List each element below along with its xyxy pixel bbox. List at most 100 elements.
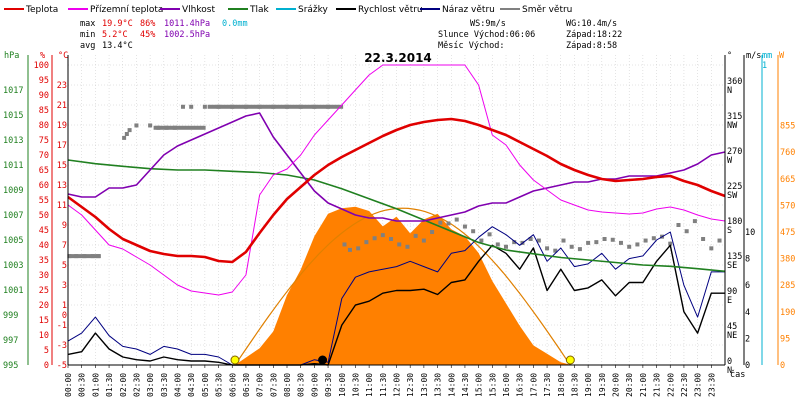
wind-direction-point (148, 123, 153, 128)
wind-direction-point (651, 236, 656, 241)
pressure-tick: 1001 (3, 286, 23, 296)
unit-ms: m/s (746, 51, 761, 61)
direction-tick-label: SW (727, 191, 738, 201)
wind-direction-point (462, 224, 467, 229)
humidity-tick: 10 (39, 331, 49, 341)
stats-max-press: 1011.4hPa (164, 19, 210, 29)
wind-direction-point (610, 237, 615, 242)
direction-tick-label: NE (727, 331, 737, 341)
stats-min-hum: 45% (140, 30, 155, 40)
pressure-tick: 1007 (3, 211, 23, 221)
legend-tlak: Tlak (249, 5, 270, 15)
wind-direction-point (561, 238, 566, 243)
x-tick-label: 21:30 (653, 373, 662, 397)
direction-tick-label: N (727, 86, 732, 96)
x-tick-label: 23:30 (707, 373, 716, 397)
wind-direction-point (676, 223, 681, 227)
sun-tick: 380 (780, 255, 795, 265)
legend-smer-vetru: Směr větru (522, 5, 572, 15)
sun-layer (234, 206, 572, 366)
legend-teplota: Teplota (25, 5, 58, 15)
humidity-tick: 95 (39, 76, 49, 86)
x-tick-label: 10:30 (351, 373, 360, 397)
direction-tick-label: SE (727, 261, 737, 271)
stats-max-rain: 0.0mm (222, 19, 248, 29)
wind-direction-point (487, 232, 492, 237)
wind-direction-point (684, 229, 689, 234)
wind-direction-bar (68, 254, 101, 259)
wind-direction-point (512, 240, 517, 245)
x-tick-label: 13:30 (434, 373, 443, 397)
wind-direction-point (454, 217, 459, 222)
temperature-tick: 15 (57, 161, 67, 171)
wind-direction-point (635, 242, 640, 247)
humidity-tick: 55 (39, 196, 49, 206)
x-tick-label: 14:00 (447, 373, 456, 397)
wind-direction-point (701, 237, 706, 241)
x-tick-label: 15:30 (488, 373, 497, 397)
humidity-tick: 40 (39, 241, 49, 251)
direction-tick: 315 (727, 112, 742, 122)
axes-layer: 9959979991001100310051007100910111013101… (3, 55, 795, 397)
wind-tick: 8 (745, 255, 750, 265)
wind-direction-bar (207, 104, 344, 109)
legend-naraz-vetru: Náraz větru (442, 5, 495, 15)
humidity-tick: 50 (39, 211, 49, 221)
sun-tick: 855 (780, 122, 795, 132)
x-tick-label: 08:30 (297, 373, 306, 397)
axis-units: hPa % °C ° m/s mm W 1 (4, 51, 785, 71)
legend-vlhkost: Vlhkost (182, 5, 215, 15)
stats-avg-temp: 13.4°C (102, 41, 133, 51)
wind-tick: 10 (745, 228, 755, 238)
humidity-tick: 25 (39, 286, 49, 296)
stats-max-label: max (80, 19, 95, 29)
x-tick-label: 12:30 (406, 373, 415, 397)
x-tick-label: 11:00 (365, 373, 374, 397)
direction-tick: 360 (727, 77, 742, 87)
stats-min-press: 1002.5hPa (164, 30, 210, 40)
humidity-tick: 15 (39, 316, 49, 326)
sun-tick: 95 (780, 334, 790, 344)
x-tick-label: 15:00 (475, 373, 484, 397)
temperature-tick: 13 (57, 181, 67, 191)
unit-mm: mm (762, 51, 772, 61)
x-tick-label: 08:00 (283, 373, 292, 397)
humidity-tick: 30 (39, 271, 49, 281)
x-tick-label: 11:30 (379, 373, 388, 397)
unit-w: W (779, 51, 785, 61)
direction-tick: 135 (727, 252, 742, 262)
humidity-tick: 5 (44, 346, 49, 356)
x-tick-label: 03:30 (160, 373, 169, 397)
stats-min-label: min (80, 30, 95, 40)
temperature-tick: 21 (57, 101, 67, 111)
moonset-info: Západ:8:58 (566, 41, 617, 51)
temperature-tick: 3 (62, 281, 67, 291)
series-sun-theoretical (234, 207, 571, 366)
wind-direction-point (347, 247, 352, 252)
pressure-tick: 999 (3, 311, 18, 321)
x-tick-label: 12:00 (393, 373, 402, 397)
sun-tick: 0 (780, 361, 785, 371)
pressure-tick: 1017 (3, 86, 23, 96)
wind-direction-point (202, 104, 207, 109)
series-gust (67, 226, 725, 366)
sunrise-marker (230, 355, 240, 365)
wind-direction-point (438, 220, 443, 225)
x-tick-label: 16:30 (516, 373, 525, 397)
legend-rychlost-vetru: Rychlost větru (358, 5, 423, 15)
sun-tick: 665 (780, 175, 795, 185)
direction-tick-label: N (727, 366, 732, 376)
x-tick-label: 20:00 (612, 373, 621, 397)
wind-direction-point (430, 230, 435, 234)
humidity-tick: 90 (39, 91, 49, 101)
unit-degree: ° (727, 51, 732, 61)
direction-tick: 180 (727, 217, 742, 227)
x-tick-label: 06:00 (228, 373, 237, 397)
x-tick-label: 21:00 (639, 373, 648, 397)
stats-max-temp: 19.9°C (102, 19, 133, 29)
series-wind (67, 244, 725, 366)
wind-direction-point (504, 244, 508, 249)
wind-direction-point (356, 246, 361, 251)
sunset-info: Západ:18:22 (566, 30, 622, 40)
